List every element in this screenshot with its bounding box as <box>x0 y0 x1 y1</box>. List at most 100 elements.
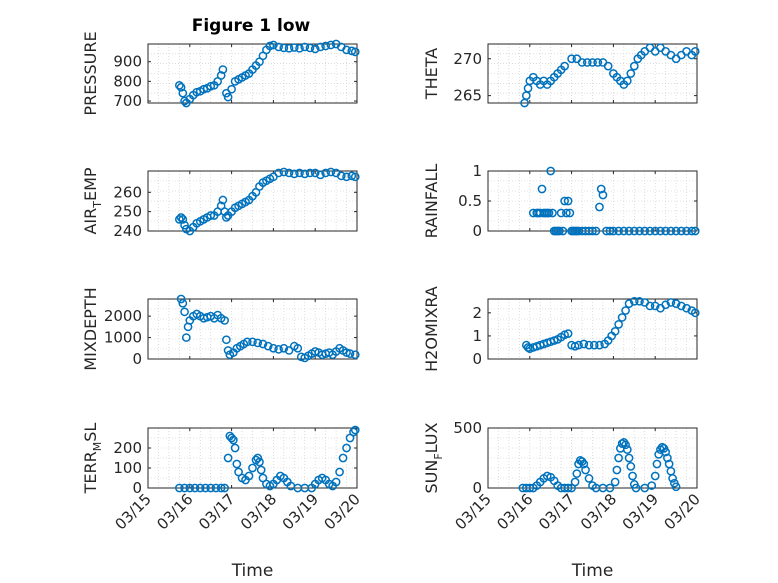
data-point <box>663 453 672 463</box>
axes-box <box>147 43 358 104</box>
data-point <box>544 208 554 218</box>
data-point <box>567 54 576 64</box>
data-point <box>661 447 671 457</box>
y-tick-label: 270 <box>453 50 482 68</box>
data-point <box>622 76 632 86</box>
x-tick-label: 03/20 <box>321 490 364 533</box>
data-point <box>216 71 226 80</box>
data-point <box>661 226 671 236</box>
grid-lines <box>487 299 698 359</box>
data-point <box>255 457 264 467</box>
data-point <box>218 195 228 205</box>
y-tick-label: 800 <box>113 72 142 90</box>
data-point <box>629 296 639 306</box>
axes-box <box>147 170 358 232</box>
data-point <box>269 343 278 353</box>
data-point <box>624 453 634 463</box>
data-point <box>222 335 231 345</box>
data-point <box>588 58 597 67</box>
data-point <box>279 43 289 53</box>
y-tick-label: 2 <box>472 304 482 322</box>
subplot-rainfall: 0 0.5 1 RAINFALL <box>422 162 700 240</box>
data-point <box>690 308 700 318</box>
data-point <box>342 172 351 182</box>
data-point <box>300 169 310 179</box>
data-point <box>652 459 662 469</box>
data-point <box>560 196 569 206</box>
data-point <box>676 301 686 311</box>
data-point <box>274 168 283 178</box>
data-point <box>338 453 348 463</box>
data-point <box>295 43 304 53</box>
data-point <box>289 169 299 179</box>
data-point <box>178 215 188 224</box>
data-point <box>331 477 341 487</box>
data-point <box>666 466 676 476</box>
data-point <box>227 433 236 443</box>
series-markers <box>175 425 360 493</box>
x-tick-label: 03/16 <box>153 490 196 533</box>
data-point <box>253 453 263 463</box>
data-point <box>617 313 627 322</box>
grid-lines <box>487 44 698 103</box>
y-tick-label: 260 <box>113 183 142 201</box>
data-point <box>175 215 184 224</box>
data-point <box>656 226 665 236</box>
data-point <box>279 343 289 353</box>
y-tick-label: 0 <box>472 350 482 368</box>
y-tick-label: 265 <box>453 87 482 105</box>
data-point <box>560 61 569 71</box>
data-point <box>256 465 266 475</box>
data-point <box>593 58 603 67</box>
data-point <box>629 61 639 71</box>
x-tick-label: 03/18 <box>577 490 620 533</box>
data-point <box>563 483 573 493</box>
data-point <box>248 337 257 347</box>
y-axis-label: AIRTEMP <box>81 167 104 234</box>
data-point <box>622 445 632 454</box>
grid-lines <box>487 428 698 488</box>
y-tick-label: 0.5 <box>458 192 482 210</box>
series-markers <box>175 167 360 236</box>
y-axis-label: SUNFLUX <box>422 422 445 493</box>
data-point <box>216 483 226 493</box>
y-tick-label: 200 <box>113 439 142 457</box>
data-point <box>612 465 622 475</box>
data-point <box>635 226 644 236</box>
series-markers <box>518 438 681 493</box>
data-point <box>626 69 636 78</box>
x-tick-label: 03/16 <box>493 490 536 533</box>
y-tick-label: 1000 <box>104 329 142 347</box>
data-point <box>621 440 630 450</box>
data-point <box>614 453 623 463</box>
data-point <box>253 338 263 348</box>
data-point <box>556 208 566 218</box>
data-point <box>223 92 233 102</box>
axes-box <box>147 427 358 489</box>
data-point <box>676 226 686 236</box>
data-point <box>537 184 547 194</box>
data-point <box>558 226 568 236</box>
data-point <box>211 483 221 493</box>
data-point <box>596 184 606 194</box>
data-point <box>265 41 275 51</box>
data-point <box>521 91 531 100</box>
data-point <box>175 483 184 493</box>
data-point <box>279 167 289 177</box>
data-point <box>347 46 357 56</box>
data-point <box>201 483 210 493</box>
data-point <box>570 477 580 487</box>
x-tick-label: 03/19 <box>619 490 662 533</box>
data-point <box>661 300 671 310</box>
series-markers <box>521 296 700 353</box>
y-tick-label: 250 <box>113 203 142 221</box>
data-point <box>671 299 681 308</box>
data-point <box>316 170 325 180</box>
data-point <box>310 44 320 54</box>
data-point <box>284 43 294 53</box>
data-point <box>199 84 209 94</box>
axes-box <box>487 298 698 360</box>
data-point <box>666 298 676 307</box>
data-point <box>565 208 575 218</box>
